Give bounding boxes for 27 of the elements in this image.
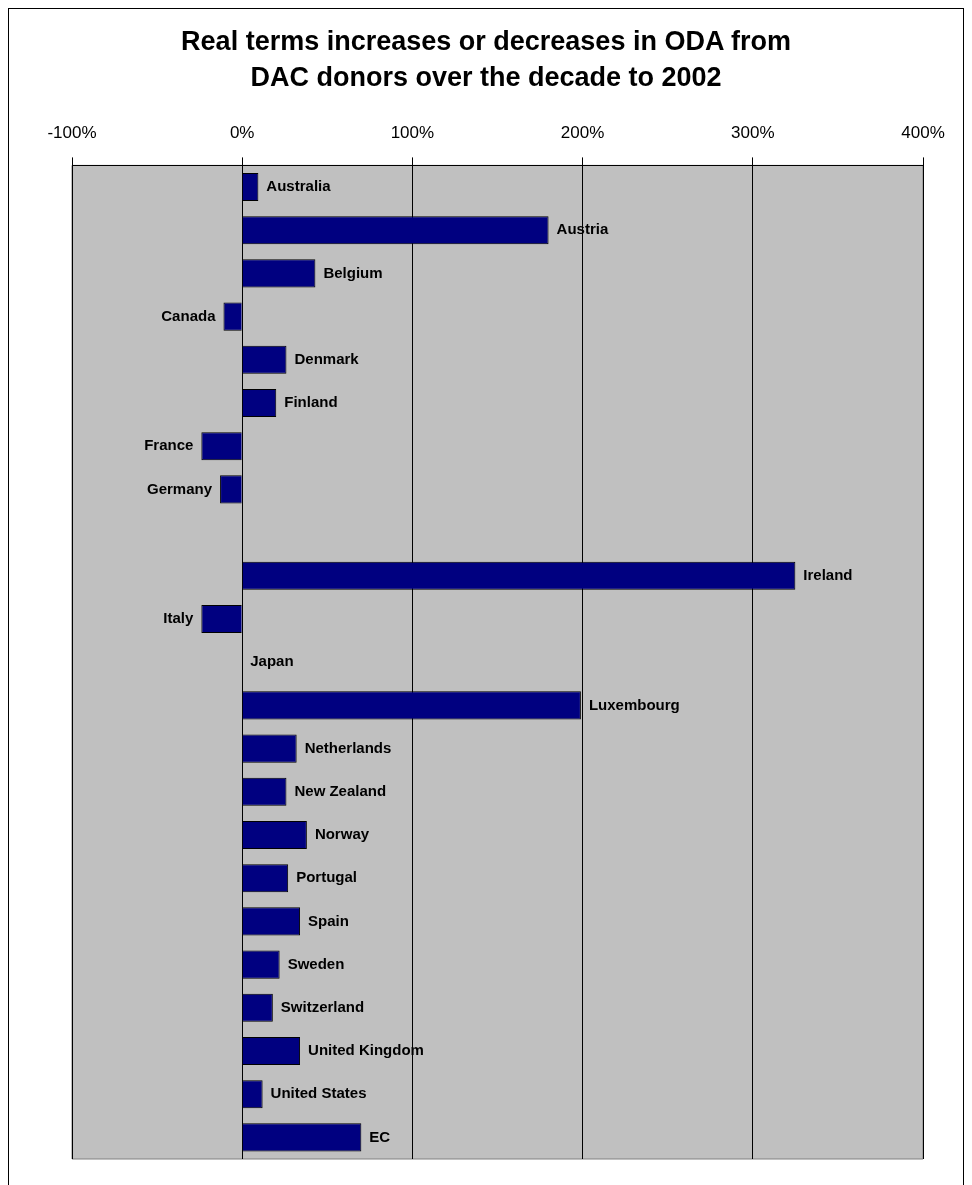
y-tick-label: EC	[369, 1127, 391, 1145]
chart-title: Real terms increases or decreases in ODA from DAC donors over the decade to 2002	[180, 25, 792, 94]
y-tick-label: Belgium	[323, 263, 383, 281]
y-tick-label: Japan	[250, 652, 294, 670]
y-tick-label: Norway	[314, 825, 370, 843]
x-tick-label: 400%	[901, 122, 945, 142]
x-tick-label: 200%	[560, 122, 605, 142]
y-tick-label: New Zealand	[294, 781, 387, 799]
x-tick-label: 100%	[390, 122, 435, 142]
y-tick-label: Canada	[161, 306, 217, 324]
y-tick-label: Germany	[147, 479, 213, 497]
y-tick-label: Netherlands	[304, 738, 392, 756]
y-tick-label: Australia	[266, 177, 332, 195]
y-tick-label: Denmark	[294, 349, 360, 367]
x-tick-label: 0%	[229, 122, 255, 142]
y-tick-label: Finland	[284, 393, 338, 411]
y-tick-label: France	[144, 436, 194, 454]
x-tick-label: 300%	[731, 122, 775, 142]
y-tick-label: Luxembourg	[588, 695, 680, 713]
y-tick-label: Italy	[163, 609, 195, 627]
x-tick-label: -100%	[47, 122, 97, 142]
y-tick-label: Spain	[308, 911, 349, 929]
y-tick-label: Portugal	[296, 868, 357, 886]
y-tick-label: United States	[270, 1084, 367, 1102]
y-tick-label: Switzerland	[280, 997, 365, 1015]
y-tick-label: Sweden	[287, 954, 345, 972]
y-tick-label: Ireland	[803, 565, 853, 583]
